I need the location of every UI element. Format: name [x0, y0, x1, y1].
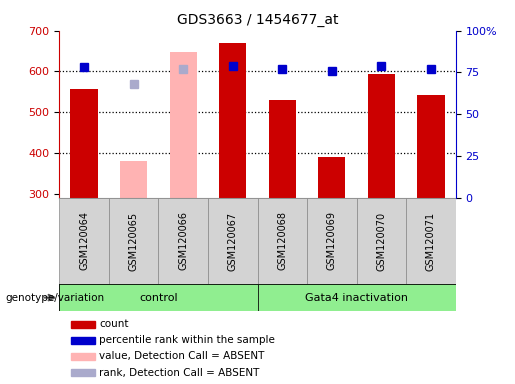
Bar — [71, 321, 95, 328]
Text: GSM120064: GSM120064 — [79, 212, 89, 270]
Bar — [356, 198, 406, 284]
Bar — [120, 161, 147, 198]
Bar — [368, 74, 395, 198]
Text: value, Detection Call = ABSENT: value, Detection Call = ABSENT — [99, 351, 264, 361]
Bar — [417, 95, 444, 198]
Bar — [59, 198, 109, 284]
Bar — [71, 353, 95, 360]
Bar — [258, 198, 307, 284]
Text: count: count — [99, 319, 128, 329]
Bar — [71, 369, 95, 376]
Text: GSM120068: GSM120068 — [277, 212, 287, 270]
Bar — [71, 337, 95, 344]
Bar — [269, 100, 296, 198]
Text: percentile rank within the sample: percentile rank within the sample — [99, 335, 275, 345]
Bar — [109, 198, 158, 284]
Text: control: control — [139, 293, 178, 303]
Bar — [59, 284, 258, 311]
Bar — [219, 43, 246, 198]
Text: genotype/variation: genotype/variation — [5, 293, 104, 303]
Bar — [318, 157, 346, 198]
Text: GSM120070: GSM120070 — [376, 212, 386, 270]
Bar — [158, 198, 208, 284]
Bar — [71, 89, 98, 198]
Title: GDS3663 / 1454677_at: GDS3663 / 1454677_at — [177, 13, 338, 27]
Text: GSM120071: GSM120071 — [426, 212, 436, 270]
Text: GSM120065: GSM120065 — [129, 212, 139, 270]
Text: Gata4 inactivation: Gata4 inactivation — [305, 293, 408, 303]
Bar — [307, 198, 356, 284]
Bar — [258, 284, 456, 311]
Text: rank, Detection Call = ABSENT: rank, Detection Call = ABSENT — [99, 367, 259, 377]
Text: GSM120067: GSM120067 — [228, 212, 238, 270]
Bar — [208, 198, 258, 284]
Text: GSM120066: GSM120066 — [178, 212, 188, 270]
Text: GSM120069: GSM120069 — [327, 212, 337, 270]
Bar — [406, 198, 456, 284]
Bar — [169, 52, 197, 198]
